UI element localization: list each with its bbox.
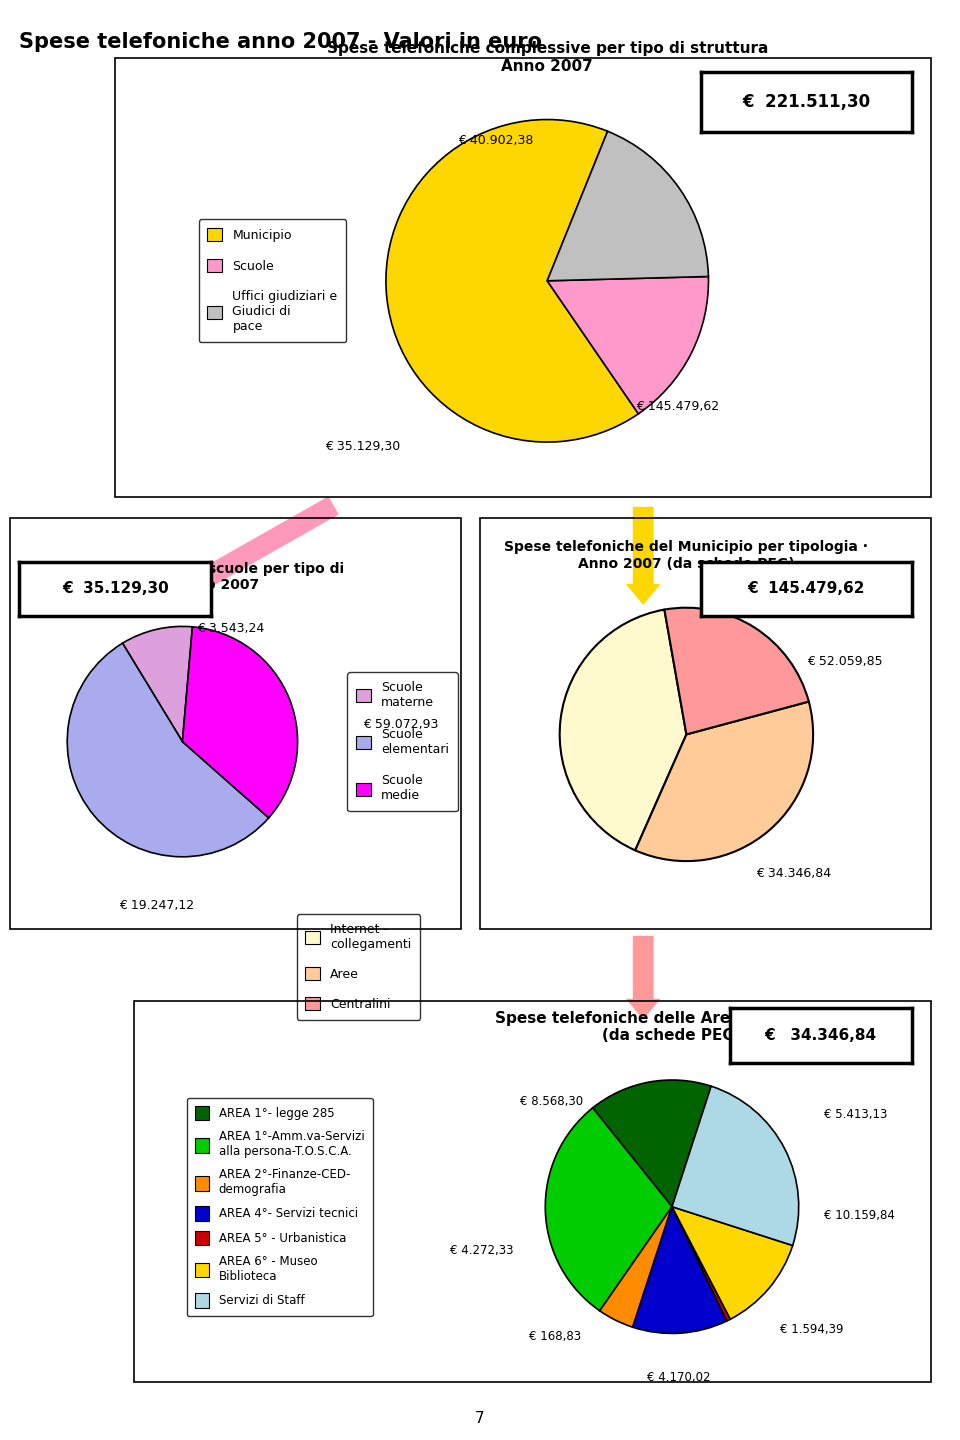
Wedge shape xyxy=(547,131,708,281)
Text: €  145.479,62: € 145.479,62 xyxy=(748,582,865,596)
Text: € 34.346,84: € 34.346,84 xyxy=(756,867,831,880)
Wedge shape xyxy=(600,1207,672,1328)
Wedge shape xyxy=(672,1086,799,1246)
Text: € 59.072,93: € 59.072,93 xyxy=(363,719,439,732)
Wedge shape xyxy=(545,1107,672,1310)
Text: € 3.543,24: € 3.543,24 xyxy=(197,622,264,635)
Title: Spese telefoniche del Municipio per tipologia ·
Anno 2007 (da schede PEG): Spese telefoniche del Municipio per tipo… xyxy=(504,540,869,570)
Text: € 1.594,39: € 1.594,39 xyxy=(780,1323,843,1336)
Title: Spese telefoniche delle Aree - Anno 2007
(da schede PEG): Spese telefoniche delle Aree - Anno 2007… xyxy=(494,1011,850,1043)
Text: € 8.568,30: € 8.568,30 xyxy=(520,1096,583,1109)
Legend: Municipio, Scuole, Uffici giudiziari e
Giudici di
pace: Municipio, Scuole, Uffici giudiziari e G… xyxy=(199,219,347,343)
Wedge shape xyxy=(386,120,638,442)
Text: € 35.129,30: € 35.129,30 xyxy=(325,441,400,454)
Text: € 5.413,13: € 5.413,13 xyxy=(824,1107,887,1120)
Legend: AREA 1°- legge 285, AREA 1°-Amm.va-Servizi
alla persona-T.O.S.C.A., AREA 2°-Fina: AREA 1°- legge 285, AREA 1°-Amm.va-Servi… xyxy=(187,1097,372,1316)
Title: Spese telefoniche delle scuole per tipo di
scuola  - Anno 2007: Spese telefoniche delle scuole per tipo … xyxy=(20,562,345,592)
Text: € 4.170,02: € 4.170,02 xyxy=(647,1371,710,1384)
Text: € 10.159,84: € 10.159,84 xyxy=(824,1210,895,1223)
Text: € 52.059,85: € 52.059,85 xyxy=(806,655,882,668)
Wedge shape xyxy=(547,276,708,413)
Wedge shape xyxy=(182,626,298,818)
Text: € 168,83: € 168,83 xyxy=(529,1329,582,1342)
Legend: Scuole
materne, Scuole
elementari, Scuole
medie: Scuole materne, Scuole elementari, Scuol… xyxy=(348,672,458,811)
Text: €   34.346,84: € 34.346,84 xyxy=(765,1028,876,1043)
Wedge shape xyxy=(672,1207,731,1320)
Text: € 19.247,12: € 19.247,12 xyxy=(119,899,194,912)
Text: €  35.129,30: € 35.129,30 xyxy=(61,582,169,596)
Wedge shape xyxy=(592,1080,711,1207)
Text: 7: 7 xyxy=(475,1411,485,1426)
Text: €  221.511,30: € 221.511,30 xyxy=(742,94,871,111)
Legend: Internet -
collegamenti, Aree, Centralini: Internet - collegamenti, Aree, Centralin… xyxy=(297,914,420,1020)
Text: Spese telefoniche anno 2007 - Valori in euro: Spese telefoniche anno 2007 - Valori in … xyxy=(19,32,542,52)
Wedge shape xyxy=(67,644,269,857)
Wedge shape xyxy=(633,1207,727,1333)
Text: € 4.272,33: € 4.272,33 xyxy=(450,1244,514,1257)
Wedge shape xyxy=(664,608,808,734)
Wedge shape xyxy=(123,626,192,742)
Text: € 145.479,62: € 145.479,62 xyxy=(636,400,719,413)
Wedge shape xyxy=(560,609,686,851)
Title: Spese telefoniche complessive per tipo di struttura
Anno 2007: Spese telefoniche complessive per tipo d… xyxy=(326,42,768,73)
Wedge shape xyxy=(636,701,813,861)
Text: € 40.902,38: € 40.902,38 xyxy=(459,134,534,147)
Wedge shape xyxy=(672,1207,793,1319)
